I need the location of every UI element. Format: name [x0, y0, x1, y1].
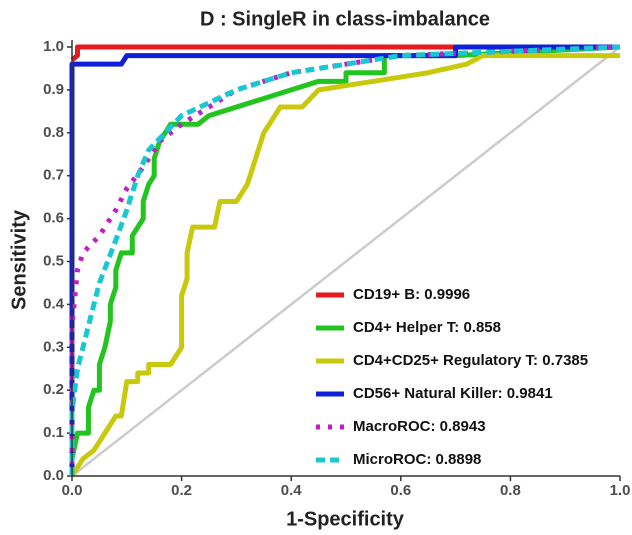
- roc-curve: [69, 44, 621, 476]
- diagonal-reference: [71, 46, 621, 477]
- y-tick-label: 0.9: [43, 81, 64, 98]
- x-tick-label: 0.2: [171, 482, 192, 499]
- y-tick-label: 0.6: [43, 210, 64, 227]
- roc-curve: [69, 53, 620, 478]
- x-tick-label: 0.8: [500, 482, 521, 499]
- y-tick-label: 0.3: [43, 338, 64, 355]
- y-tick-label: 0.2: [43, 381, 64, 398]
- legend-label: CD4+ Helper T: 0.858: [353, 319, 501, 336]
- legend-label: MicroROC: 0.8898: [353, 451, 481, 468]
- y-tick-label: 0.0: [43, 467, 64, 484]
- y-tick-label: 0.7: [43, 167, 64, 184]
- y-axis-label: Sensitivity: [8, 209, 30, 310]
- y-tick-label: 0.1: [43, 424, 64, 441]
- roc-curve: [70, 44, 620, 62]
- chart-title: D : SingleR in class-imbalance: [200, 8, 490, 30]
- legend-label: CD56+ Natural Killer: 0.9841: [353, 385, 553, 402]
- x-axis-label: 1-Specificity: [286, 508, 405, 530]
- y-tick-label: 0.5: [43, 252, 64, 269]
- legend-label: CD19+ B: 0.9996: [353, 286, 470, 303]
- x-tick-label: 0.4: [281, 482, 303, 499]
- legend-label: CD4+CD25+ Regulatory T: 0.7385: [353, 352, 588, 369]
- x-tick-label: 1.0: [610, 482, 631, 499]
- y-tick-label: 0.4: [43, 295, 65, 312]
- x-tick-label: 0.0: [62, 482, 83, 499]
- y-tick-label: 1.0: [43, 38, 64, 55]
- legend-label: MacroROC: 0.8943: [353, 418, 486, 435]
- x-tick-label: 0.6: [390, 482, 411, 499]
- y-tick-label: 0.8: [43, 124, 64, 141]
- roc-curve: [69, 44, 621, 476]
